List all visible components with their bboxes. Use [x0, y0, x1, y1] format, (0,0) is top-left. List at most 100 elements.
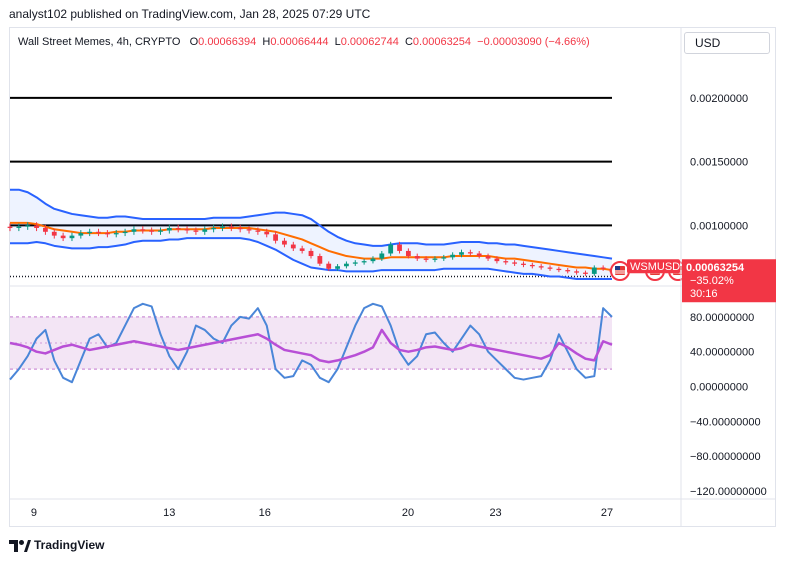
candle-body: [485, 256, 491, 259]
candle-body: [405, 250, 411, 257]
candle-body: [255, 230, 261, 232]
candle-body: [16, 226, 22, 228]
bollinger-upper-line: [10, 188, 613, 260]
candle-body: [87, 231, 93, 234]
bollinger-basis-line: [10, 221, 613, 272]
candle-body: [282, 240, 287, 245]
us-event-flag-icon: [610, 261, 630, 281]
candle-body: [7, 226, 13, 228]
price-badge-value: 0.00063254: [686, 262, 745, 274]
candle-body: [184, 229, 190, 231]
stochastic-d-line: [9, 328, 613, 364]
axes: 0.00200000 0.00150000 0.00100000 WSMUSD 0.00…: [9, 27, 776, 527]
candle-body: [512, 262, 518, 264]
ticker-badge: [627, 259, 680, 274]
price-tick-label: 0.00150000: [690, 157, 748, 169]
candle-body: [158, 230, 163, 232]
stochastic-tick-label: −40.00000000: [690, 416, 761, 428]
candle-body: [290, 244, 296, 249]
candle-body: [78, 233, 84, 236]
candle-body: [547, 267, 553, 269]
candle-body: [494, 258, 500, 262]
high-label: H: [262, 36, 271, 48]
candle-body: [600, 267, 606, 269]
candle-body: [220, 226, 225, 228]
price-change: −0.00003090 (−4.66%): [477, 36, 590, 48]
tradingview-logo-icon: [9, 540, 31, 552]
candle-body: [574, 271, 579, 273]
time-tick-label: 13: [163, 507, 175, 519]
price-badge: [682, 259, 776, 303]
ticker-badge-label: WSMUSD: [630, 261, 680, 273]
price-tick-label: 0.00100000: [690, 220, 748, 232]
candle-body: [432, 258, 438, 260]
high-value: 0.00066444: [270, 36, 329, 48]
candle-body: [308, 250, 314, 257]
candle-body: [370, 258, 376, 262]
currency-button[interactable]: USD: [684, 32, 770, 54]
candle-body: [583, 272, 588, 274]
candle-body: [521, 263, 526, 265]
candle-body: [264, 231, 270, 235]
candle-body: [352, 262, 358, 264]
candle-body: [34, 225, 39, 228]
candle-body: [317, 256, 323, 264]
candle-body: [591, 267, 597, 274]
candle-body: [467, 252, 473, 254]
stochastic-tick-label: −80.00000000: [690, 451, 761, 463]
candle-body: [149, 230, 155, 232]
candle-body: [335, 266, 340, 269]
candle-body: [299, 248, 305, 251]
candle-body: [344, 263, 349, 267]
bollinger-lower-line: [10, 237, 612, 280]
candle-body: [60, 235, 66, 239]
brand-name: TradingView: [34, 538, 105, 552]
candle-body: [565, 270, 571, 272]
candle-body: [211, 227, 217, 230]
time-tick-label: 23: [489, 507, 501, 519]
candle-body: [51, 231, 57, 236]
candle-body: [450, 254, 456, 258]
candle-body: [140, 229, 146, 231]
candle-body: [326, 263, 332, 269]
publisher-line: analyst102 published on TradingView.com,…: [9, 7, 371, 21]
candle-body: [175, 227, 181, 230]
candle-body: [69, 235, 75, 239]
candle-body: [441, 257, 447, 259]
symbol-name: Wall Street Memes, 4h, CRYPTO: [18, 36, 181, 48]
candle-body: [113, 233, 119, 235]
time-tick-label: 16: [259, 507, 271, 519]
candle-body: [388, 244, 394, 254]
time-tick-label: 20: [402, 507, 414, 519]
candle-body: [414, 256, 420, 259]
stochastic-tick-label: 0.00000000: [690, 382, 748, 394]
candle-body: [122, 231, 128, 234]
candle-body: [397, 244, 402, 251]
price-badge-countdown: 30:16: [690, 288, 718, 300]
candle-body: [273, 234, 278, 241]
candle-body: [361, 261, 367, 263]
candle-body: [246, 229, 252, 231]
candle-body: [459, 252, 464, 255]
candle-body: [476, 253, 482, 257]
tradingview-logo[interactable]: TradingView: [9, 538, 104, 552]
symbol-ohlc-line: Wall Street Memes, 4h, CRYPTO O0.0006639…: [18, 36, 590, 48]
bollinger-fill: [10, 189, 612, 279]
candle-body: [193, 230, 199, 232]
stochastic-tick-label: −120.00000000: [690, 486, 767, 498]
candle-body: [166, 227, 172, 231]
open-value: 0.00066394: [198, 36, 257, 48]
close-label: C: [404, 36, 413, 48]
candle-body: [43, 227, 48, 232]
stochastic-tick-label: 40.00000000: [690, 347, 754, 359]
candle-body: [423, 258, 429, 260]
candle-body: [202, 229, 208, 232]
candle-body: [237, 227, 243, 230]
low-value: 0.00062744: [340, 36, 399, 48]
time-tick-label: 9: [31, 507, 37, 519]
low-label: L: [334, 36, 341, 48]
candle-body: [104, 233, 110, 235]
stochastic-tick-label: 80.00000000: [690, 312, 754, 324]
stochastic-band: [10, 316, 612, 370]
